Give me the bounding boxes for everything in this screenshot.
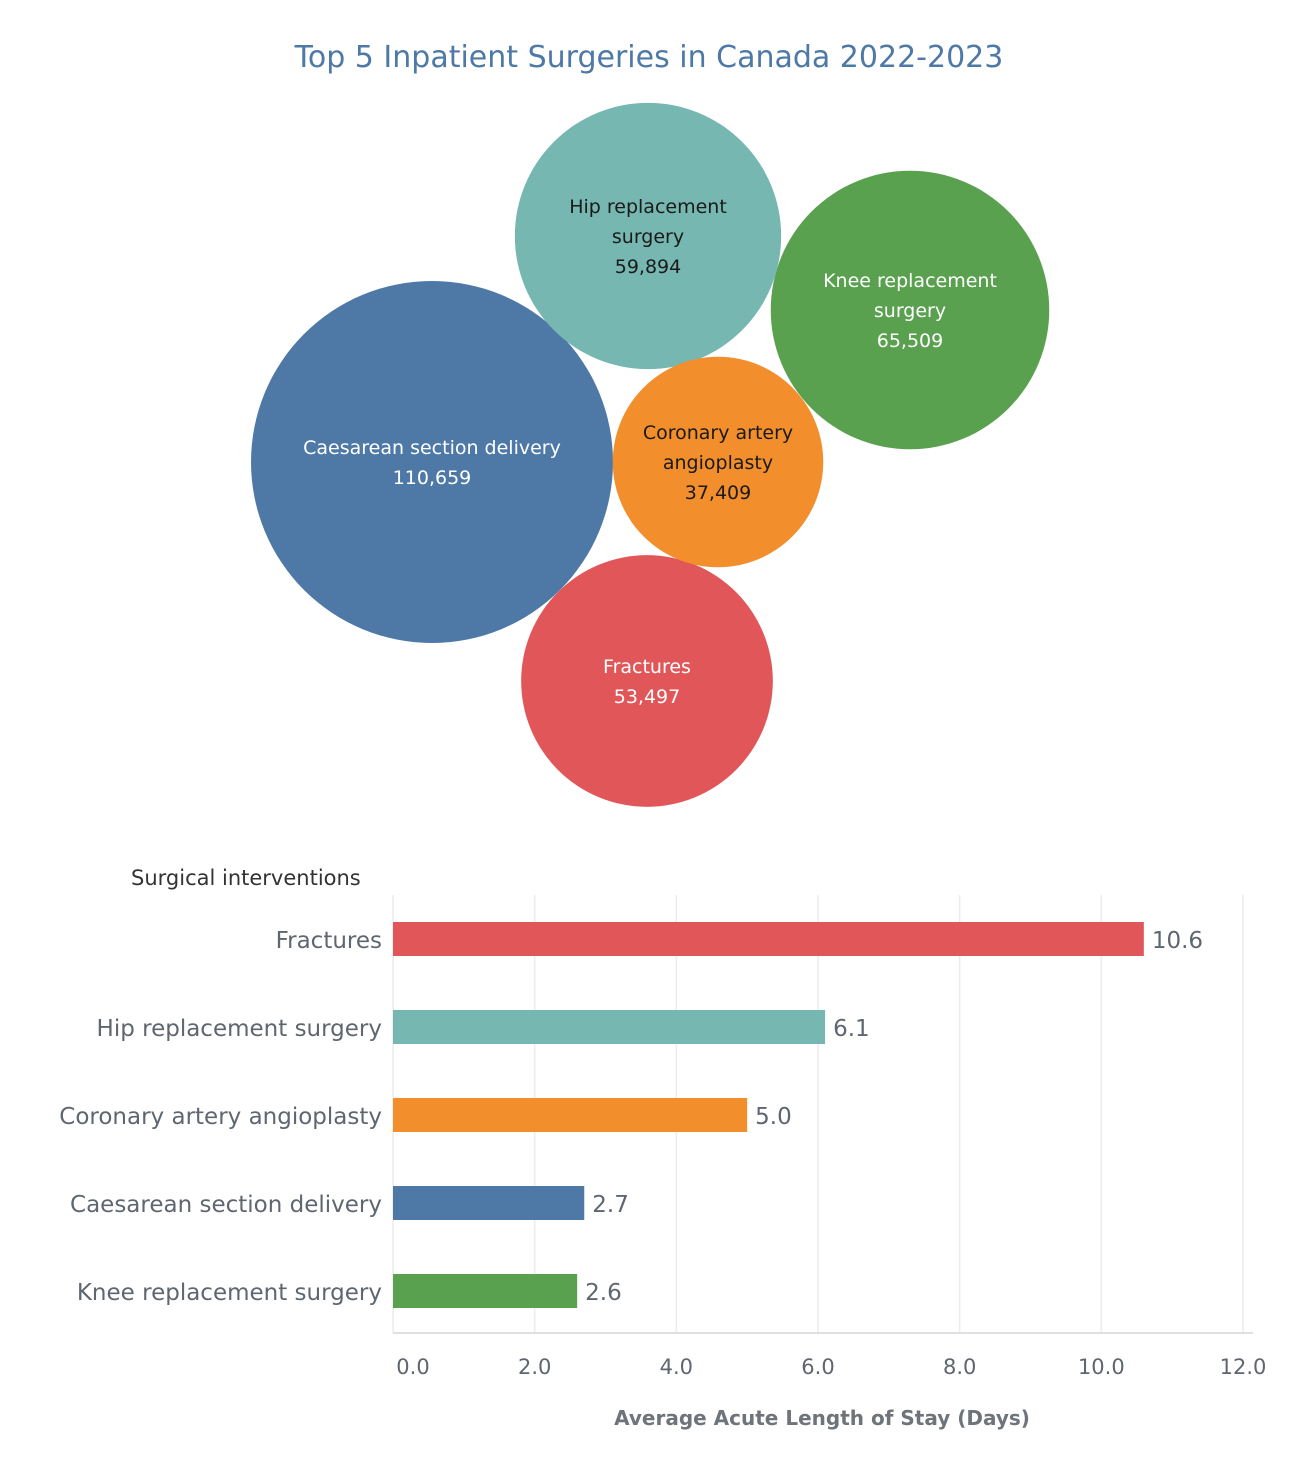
x-tick-label: 10.0 bbox=[1078, 1355, 1125, 1379]
bar-hip-replacement-surgery bbox=[393, 1010, 826, 1044]
bubble-value-caesarean-section-delivery: 110,659 bbox=[393, 467, 472, 489]
x-tick-label: 12.0 bbox=[1220, 1355, 1267, 1379]
bubble-fractures bbox=[521, 555, 773, 807]
x-axis-title: Average Acute Length of Stay (Days) bbox=[614, 1406, 1030, 1430]
bar-fractures bbox=[393, 922, 1144, 956]
bubble-value-hip-replacement-surgery: 59,894 bbox=[615, 256, 681, 278]
bubble-label-fractures: Fractures bbox=[603, 656, 691, 678]
chart-title: Top 5 Inpatient Surgeries in Canada 2022… bbox=[294, 40, 1004, 75]
value-label-hip-replacement-surgery: 6.1 bbox=[833, 1016, 870, 1042]
value-label-coronary-artery-angioplasty: 5.0 bbox=[755, 1104, 792, 1130]
value-label-fractures: 10.6 bbox=[1152, 928, 1203, 954]
bar-chart: 0.0 2.0 4.0 6.0 8.0 10.0 12.0 Surgical interven… bbox=[59, 866, 1266, 1430]
bubble-coronary-artery-angioplasty bbox=[612, 356, 824, 568]
category-axis-header: Surgical interventions bbox=[131, 866, 361, 890]
x-tick-label: 4.0 bbox=[660, 1355, 693, 1379]
bubble-chart: Caesarean section delivery 110,659 Knee re… bbox=[251, 102, 1050, 807]
bubble-knee-replacement-surgery bbox=[770, 170, 1050, 450]
bubble-hip-replacement-surgery bbox=[514, 102, 782, 370]
x-tick-label: 2.0 bbox=[518, 1355, 551, 1379]
category-label-coronary-artery-angioplasty: Coronary artery angioplasty bbox=[59, 1104, 382, 1130]
bubble-label-knee-replacement-surgery: surgery bbox=[874, 300, 946, 322]
bubble-label-coronary-artery-angioplasty: Coronary artery bbox=[643, 422, 793, 444]
bubble-label-hip-replacement-surgery: Hip replacement bbox=[569, 196, 727, 218]
value-label-knee-replacement-surgery: 2.6 bbox=[585, 1280, 622, 1306]
category-label-knee-replacement-surgery: Knee replacement surgery bbox=[77, 1280, 382, 1306]
x-tick-label: 6.0 bbox=[801, 1355, 834, 1379]
category-label-hip-replacement-surgery: Hip replacement surgery bbox=[97, 1016, 382, 1042]
bubble-caesarean-section-delivery bbox=[251, 281, 613, 643]
bubble-value-knee-replacement-surgery: 65,509 bbox=[877, 330, 943, 352]
value-label-caesarean-section-delivery: 2.7 bbox=[592, 1192, 629, 1218]
x-tick-label: 0.0 bbox=[396, 1355, 429, 1379]
bubble-value-fractures: 53,497 bbox=[614, 686, 680, 708]
category-label-caesarean-section-delivery: Caesarean section delivery bbox=[70, 1192, 382, 1218]
x-tick-label: 8.0 bbox=[943, 1355, 976, 1379]
bar-coronary-artery-angioplasty bbox=[393, 1098, 748, 1132]
bubble-label-hip-replacement-surgery: surgery bbox=[612, 226, 684, 248]
category-label-fractures: Fractures bbox=[276, 928, 382, 954]
bar-caesarean-section-delivery bbox=[393, 1186, 585, 1220]
bar-knee-replacement-surgery bbox=[393, 1274, 578, 1308]
bubble-label-coronary-artery-angioplasty: angioplasty bbox=[663, 452, 773, 474]
bubble-label-knee-replacement-surgery: Knee replacement bbox=[823, 270, 997, 292]
bubble-label-caesarean-section-delivery: Caesarean section delivery bbox=[303, 437, 561, 459]
bubble-value-coronary-artery-angioplasty: 37,409 bbox=[685, 482, 751, 504]
